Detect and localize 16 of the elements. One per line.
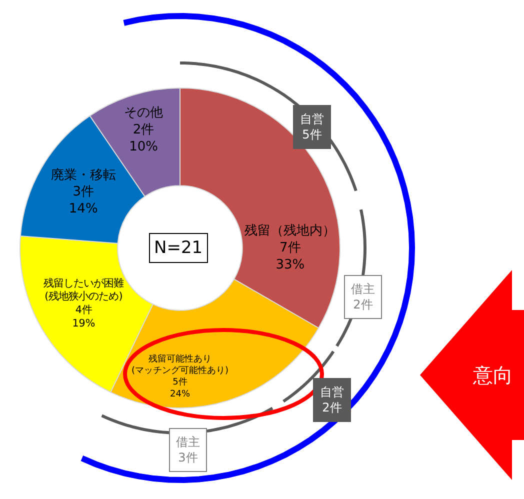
- data-label: 2件 10%: [129, 122, 158, 154]
- text: 自営 2件: [320, 385, 344, 415]
- text: 借主 2件: [351, 282, 375, 312]
- text: 借主 3件: [176, 435, 200, 465]
- data-label: 4件 19%: [72, 304, 96, 330]
- slice-label: 残留したいが困難 (残地狭小のため): [44, 277, 124, 303]
- slice-label: 残留可能性あり (マッチング可能性あり): [131, 353, 229, 376]
- text: N=21: [154, 238, 203, 258]
- slice-label: 残留（残地内）: [244, 224, 336, 239]
- data-label: 7件 33%: [276, 240, 305, 272]
- text: 自営 5件: [300, 112, 324, 142]
- data-label: 5件 24%: [170, 376, 190, 400]
- text: 意向: [472, 363, 513, 387]
- data-label: 3件 14%: [68, 184, 98, 217]
- slice-label: その他: [124, 106, 164, 121]
- slice-label: 廃業・移転: [50, 168, 116, 183]
